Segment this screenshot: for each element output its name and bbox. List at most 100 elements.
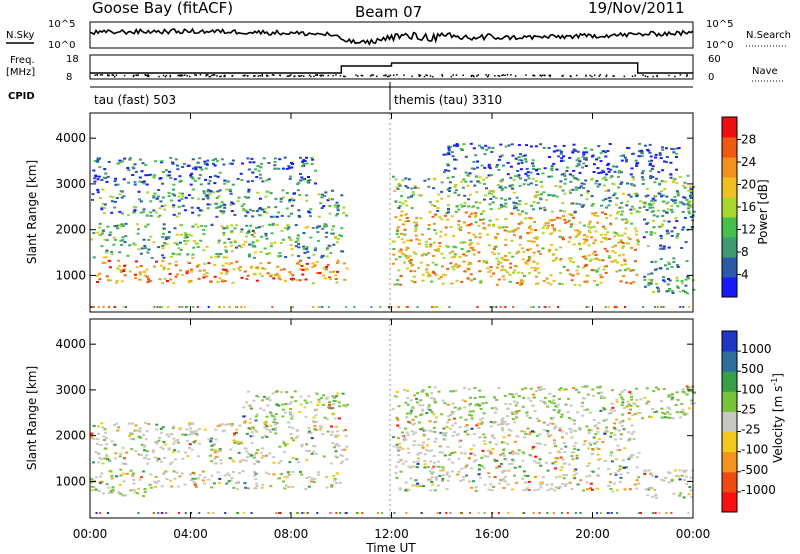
range-cell [193, 430, 196, 433]
range-cell [431, 215, 435, 218]
range-cell [287, 421, 291, 424]
range-cell [450, 215, 454, 218]
range-cell [645, 387, 649, 390]
range-cell [427, 185, 431, 188]
range-cell [533, 410, 537, 413]
range-cell [609, 488, 613, 490]
range-cell [425, 412, 429, 414]
range-cell [624, 227, 628, 230]
range-cell [516, 435, 520, 438]
range-cell [333, 477, 337, 480]
range-cell [483, 227, 487, 230]
range-cell [457, 264, 461, 267]
range-cell [191, 211, 195, 214]
range-cell [296, 512, 299, 514]
x-axis-ticks: 00:00 04:00 08:00 12:00 16:00 20:00 00:00 [73, 113, 710, 541]
range-cell [512, 230, 516, 233]
range-cell [474, 489, 478, 492]
range-cell [320, 256, 324, 259]
range-cell [443, 438, 447, 441]
range-cell [379, 306, 382, 308]
nave-dot [361, 74, 364, 77]
range-cell [334, 450, 338, 453]
range-cell [562, 462, 566, 465]
range-cell [510, 143, 514, 146]
range-cell [252, 399, 256, 402]
range-cell [396, 418, 400, 421]
range-cell [504, 475, 508, 478]
range-cell [521, 388, 525, 391]
range-cell [124, 463, 128, 465]
range-cell [493, 406, 497, 409]
range-cell [571, 202, 575, 205]
range-cell [609, 473, 613, 476]
range-cell [181, 433, 185, 436]
nave-dot [327, 74, 330, 77]
range-cell [231, 281, 235, 284]
range-cell [331, 189, 334, 192]
range-cell [649, 472, 653, 475]
nave-dot [137, 74, 139, 76]
range-cell [121, 236, 125, 239]
range-cell [447, 211, 450, 214]
range-cell [669, 173, 673, 176]
range-cell [562, 477, 566, 480]
range-cell [213, 451, 217, 454]
range-cell [406, 389, 410, 392]
colorbar-swatch [722, 371, 737, 392]
range-cell [391, 408, 395, 411]
range-cell [447, 415, 451, 418]
range-cell [506, 173, 510, 176]
range-cell [583, 157, 587, 160]
range-cell [613, 192, 617, 195]
range-cell [143, 244, 147, 247]
range-cell [662, 479, 666, 482]
range-cell [435, 249, 438, 252]
range-cell [418, 194, 422, 197]
range-cell [500, 420, 504, 423]
range-cell [356, 512, 359, 514]
range-cell [645, 402, 649, 405]
range-cell [489, 452, 493, 455]
range-cell [407, 488, 411, 491]
range-cell [486, 455, 490, 458]
range-cell [619, 438, 623, 441]
range-cell [411, 264, 415, 267]
range-cell [490, 306, 493, 308]
range-cell [632, 178, 636, 181]
range-cell [520, 279, 524, 282]
range-cell [688, 212, 691, 215]
range-cell [200, 168, 204, 171]
nave-dot [178, 74, 181, 77]
range-cell [594, 212, 598, 214]
range-cell [128, 158, 132, 161]
range-cell [447, 418, 451, 421]
range-cell [662, 276, 665, 279]
range-cell [604, 233, 608, 236]
range-cell [97, 490, 101, 492]
range-cell [500, 418, 504, 421]
range-cell [279, 460, 283, 463]
range-cell [501, 226, 505, 229]
x-tick-label: 08:00 [274, 527, 309, 541]
range-cell [528, 226, 531, 229]
range-cell [199, 183, 203, 186]
nave-dot [369, 75, 372, 77]
range-cell [184, 233, 188, 236]
range-cell [511, 255, 515, 258]
range-cell [585, 239, 589, 242]
range-cell [635, 466, 639, 469]
range-cell [252, 454, 256, 457]
colorbar-tick-label: 8 [741, 245, 749, 259]
range-cell [593, 239, 597, 242]
range-cell [453, 265, 456, 268]
range-cell [162, 268, 166, 271]
range-cell [238, 244, 241, 247]
range-cell [631, 414, 635, 417]
range-cell [314, 420, 318, 423]
range-cell [602, 396, 606, 399]
range-cell [229, 189, 233, 191]
colorbar-swatch [722, 331, 737, 352]
range-cell [522, 452, 526, 455]
range-cell [214, 455, 218, 458]
